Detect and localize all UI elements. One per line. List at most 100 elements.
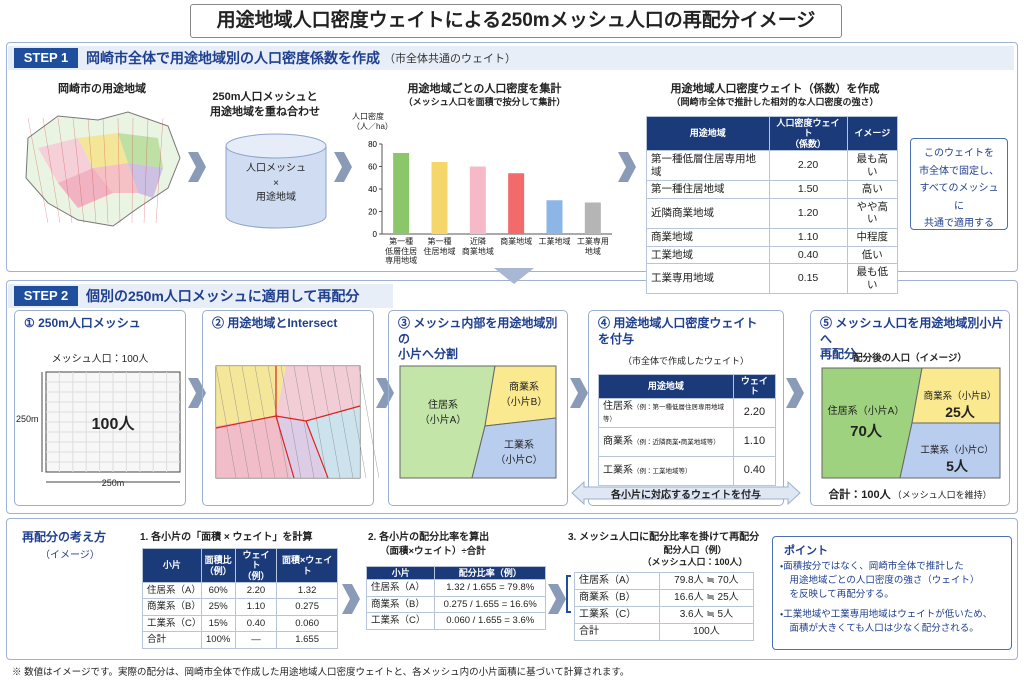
table-cell: 0.275 / 1.655 = 16.6% bbox=[434, 595, 546, 614]
road bbox=[117, 117, 121, 224]
total: 合計：100人 （メッシュ人口を維持） bbox=[810, 486, 1010, 502]
x-tick-label: 第一種 住居地域 bbox=[423, 237, 456, 256]
double-arrow bbox=[571, 480, 801, 506]
table-row: 近隣商業地域 1.20 やや高い bbox=[646, 197, 899, 230]
table-cell: 60% bbox=[200, 582, 236, 600]
panel-title: ⑤ メッシュ人口を用途地域別小片へ 再配分 bbox=[820, 316, 1004, 362]
table-row: 商業系（B） 16.6人 ≒ 25人 bbox=[574, 589, 755, 607]
road bbox=[332, 365, 354, 479]
arrow bbox=[494, 268, 534, 284]
boundary bbox=[305, 420, 329, 479]
step-heading: 個別の250m人口メッシュに適用して再配分 bbox=[86, 288, 360, 304]
intersect-map bbox=[215, 365, 380, 479]
area-label: 商業系（小片B） bbox=[923, 391, 997, 402]
table-cell: 低い bbox=[846, 245, 899, 265]
step-badge: STEP 2 bbox=[14, 286, 78, 306]
panel-title: ① 250m人口メッシュ bbox=[24, 316, 141, 330]
table-header-cell: 用途地域 bbox=[598, 374, 734, 399]
panel-title: ④ 用途地域人口密度ウェイト を付与 bbox=[598, 316, 758, 346]
arrow-shape bbox=[618, 152, 636, 182]
area-value: 5人 bbox=[946, 458, 968, 474]
table-cell: 商業系（B） bbox=[574, 589, 660, 607]
bar bbox=[393, 153, 410, 234]
road bbox=[241, 365, 263, 479]
zone-example: （例：第一種低層住居専用地域等） bbox=[603, 403, 724, 423]
zone bbox=[58, 168, 113, 208]
table-cell: 100人 bbox=[658, 623, 755, 641]
arrow bbox=[376, 378, 394, 408]
panel bbox=[388, 310, 568, 506]
table-cell: 15% bbox=[200, 614, 236, 633]
table-row: 住居系（A） 79.8人 ≒ 70人 bbox=[574, 572, 755, 590]
table-cell: 住居系（A） bbox=[142, 582, 202, 600]
callout: このウェイトを 市全体で固定し、 すべてのメッシュに 共通で適用する bbox=[910, 138, 1008, 230]
area-label: 工業系 （小片C） bbox=[495, 440, 543, 466]
method-step: 1. 各小片の「面積 × ウェイト」を計算 bbox=[140, 532, 313, 543]
table-cell: 住居系（A） bbox=[574, 572, 660, 590]
weight-table: 用途地域 人口密度ウェイト （係数） イメージ 第一種低層住居専用地域 2.20 最も高い… bbox=[646, 115, 899, 295]
table-header-cell: 面積比 （例） bbox=[200, 547, 236, 584]
table-header-cell: ウェイト （例） bbox=[234, 547, 278, 584]
table-row: 第一種低層住居専用地域 2.20 最も高い bbox=[646, 150, 899, 182]
arrow bbox=[342, 584, 360, 614]
panel-title: ② 用途地域とIntersect bbox=[212, 316, 338, 330]
section-frame bbox=[6, 518, 1018, 660]
table-header-cell: 人口密度ウェイト （係数） bbox=[768, 115, 848, 152]
table-row: 工業系（C） 0.060 / 1.655 = 3.6% bbox=[365, 612, 546, 630]
area-label: 住居系 （小片A） bbox=[419, 400, 467, 426]
total-note: （メッシュ人口を維持） bbox=[892, 490, 992, 500]
table-cell: 住居系（A） bbox=[365, 579, 436, 597]
y-tick-label: 40 bbox=[368, 185, 377, 194]
table-cell: 79.8人 ≒ 70人 bbox=[658, 572, 755, 590]
arrow bbox=[188, 378, 206, 408]
arrow-shape bbox=[494, 268, 534, 284]
arrow bbox=[786, 378, 804, 408]
table-cell: 2.20 bbox=[234, 582, 278, 600]
road bbox=[345, 365, 367, 479]
city-map bbox=[25, 111, 181, 227]
table-row: 住居系（例：第一種低層住居専用地域等） 2.20 bbox=[598, 397, 777, 428]
table-row: 商業系（B） 25% 1.10 0.275 bbox=[142, 598, 338, 616]
table-header-cell: 配分比率（例） bbox=[434, 565, 546, 581]
panel-title: ③ メッシュ内部を用途地域別の 小片へ分割 bbox=[398, 316, 558, 362]
arrow bbox=[618, 152, 636, 182]
cylinder-body bbox=[225, 146, 327, 229]
table-cell: 最も高い bbox=[846, 150, 899, 182]
zone bbox=[306, 406, 360, 478]
road bbox=[42, 117, 61, 224]
arrow-shape bbox=[188, 378, 206, 408]
road bbox=[280, 365, 302, 479]
arrow-shape bbox=[334, 152, 352, 182]
bar bbox=[469, 166, 486, 234]
table-cell: 近隣商業地域 bbox=[646, 197, 770, 230]
chart-title: 用途地域ごとの人口密度を集計 bbox=[407, 83, 562, 95]
axis-title: 人口密度 （人／ha） bbox=[352, 112, 393, 131]
table-cell: 1.10 bbox=[732, 426, 777, 457]
dimension: 250m bbox=[101, 478, 125, 488]
road bbox=[254, 365, 276, 479]
table-header-cell: イメージ bbox=[846, 115, 899, 152]
road bbox=[358, 365, 380, 479]
dimension-lines bbox=[41, 372, 180, 483]
y-tick-label: 80 bbox=[368, 140, 377, 149]
table-header-row: 用途地域 ウェイト bbox=[598, 374, 777, 399]
table-row: 住居系（A） 1.32 / 1.655 = 79.8% bbox=[365, 579, 546, 597]
panel bbox=[588, 310, 784, 506]
arrow bbox=[188, 152, 206, 182]
table-cell: 0.15 bbox=[768, 263, 848, 295]
table-cell: 1.32 / 1.655 = 79.8% bbox=[434, 579, 546, 597]
area-c bbox=[899, 422, 1001, 479]
zone-example: （例：工業地域等） bbox=[633, 467, 692, 475]
table-cell: 0.060 / 1.655 = 3.6% bbox=[434, 612, 546, 630]
allocation-table: 住居系（A） 79.8人 ≒ 70人 商業系（B） 16.6人 ≒ 25人 工業系（C）… bbox=[574, 572, 755, 641]
point-item: ・工業地域や工業専用地域はウェイトが低いため、 面積が大きくても人口は少なく配分… bbox=[780, 609, 993, 634]
table-header-cell: 小片 bbox=[142, 547, 202, 584]
arrow-shape bbox=[548, 584, 566, 614]
zone-name: 工業系 bbox=[603, 464, 633, 476]
x-tick-label: 第一種 低層住居 専用地域 bbox=[385, 237, 418, 266]
table-cell: やや高い bbox=[846, 197, 899, 230]
allocated-mesh bbox=[821, 367, 1001, 479]
point-box bbox=[772, 536, 1012, 650]
table-header-cell: ウェイト bbox=[732, 374, 777, 399]
road bbox=[87, 117, 97, 224]
